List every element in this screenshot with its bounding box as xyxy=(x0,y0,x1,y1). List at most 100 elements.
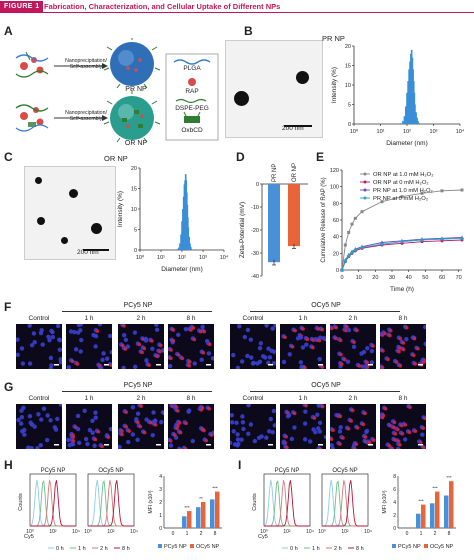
confocal-time-label: 8 h xyxy=(186,315,196,322)
cell-nucleus xyxy=(364,366,369,369)
legend-label: OCy5 NP xyxy=(196,544,220,550)
x-tick-label: 10⁰ xyxy=(260,529,268,535)
y-tick-label: -30 xyxy=(251,251,259,257)
cell-nucleus xyxy=(48,355,54,361)
cell-nucleus xyxy=(298,335,304,340)
cell-nucleus xyxy=(144,417,149,422)
cell-nucleus xyxy=(423,341,426,347)
cy5-signal xyxy=(394,360,399,364)
panel-label-h: H xyxy=(4,458,13,472)
cy5-signal xyxy=(396,427,400,432)
cell-nucleus xyxy=(27,361,33,366)
confocal-cells xyxy=(66,324,112,369)
rap-icon xyxy=(188,78,196,86)
cy5-signal xyxy=(187,360,192,364)
x-axis-label: Cy5 xyxy=(258,534,268,540)
data-point xyxy=(460,236,464,241)
confocal-cells xyxy=(119,324,164,369)
or-np-label: OR NP xyxy=(124,140,148,147)
cell-nucleus xyxy=(22,432,27,437)
cell-nucleus xyxy=(206,351,212,356)
cy5-signal xyxy=(176,409,180,413)
cell-nucleus xyxy=(48,418,53,423)
cell-nucleus xyxy=(98,365,104,369)
tem-image-pr: 200 nm xyxy=(225,40,323,138)
tem-particle xyxy=(296,71,309,84)
confocal-cells xyxy=(330,407,376,449)
histogram-curve xyxy=(30,480,76,527)
cell-nucleus xyxy=(100,357,105,363)
cy5-signal xyxy=(339,362,344,367)
cell-nucleus xyxy=(118,444,122,449)
x-tick-label: 10² xyxy=(49,529,57,535)
legend-rap: RAP xyxy=(185,88,199,95)
cy5-signal xyxy=(318,447,323,449)
flow-panel-h: PCy5 NP 10⁰ 10² 10⁴ OCy5 NP 10⁰ 10² 10⁴ Counts Cy… xyxy=(18,468,222,552)
y-tick-label: 0 xyxy=(348,122,351,128)
cy5-signal xyxy=(191,326,196,330)
cell-nucleus xyxy=(234,420,239,426)
cell-nucleus xyxy=(317,420,323,426)
f-group-ocy5: OCy5 NP xyxy=(311,302,341,309)
cy5-signal xyxy=(293,328,297,333)
legend-oxbcd: OxbCD xyxy=(181,127,203,134)
cell-nucleus xyxy=(231,429,236,434)
y-axis-label: Intensity (%) xyxy=(117,191,124,227)
cell-nucleus xyxy=(68,329,74,334)
data-point xyxy=(346,253,351,258)
cy5-signal xyxy=(381,349,385,353)
cy5-signal xyxy=(200,406,205,410)
x-tick-label: 20 xyxy=(372,275,378,281)
x-tick-label: 70 xyxy=(456,275,462,281)
cell-nucleus xyxy=(20,361,26,366)
cell-nucleus xyxy=(87,427,93,433)
x-axis-label: Diameter (nm) xyxy=(386,140,428,147)
cell-nucleus xyxy=(199,357,204,362)
cy5-signal xyxy=(142,346,147,351)
cy5-signal xyxy=(403,423,408,427)
cy5-signal xyxy=(361,422,366,427)
x-tick-label: 10⁴ xyxy=(456,128,465,135)
confocal-image xyxy=(280,404,326,449)
cy5-signal xyxy=(343,357,347,362)
cy5-signal xyxy=(355,426,360,430)
histogram-bar xyxy=(407,81,409,124)
cy5-signal xyxy=(311,345,315,350)
cy5-signal xyxy=(169,356,173,361)
cy5-signal xyxy=(392,420,397,425)
histogram-title: OCy5 NP xyxy=(332,468,357,474)
cy5-signal xyxy=(95,329,100,333)
cell-nucleus xyxy=(239,359,245,364)
significance-label: *** xyxy=(446,475,452,480)
y-tick-label: 0 xyxy=(134,248,137,254)
cell-nucleus xyxy=(176,332,181,338)
cell-nucleus xyxy=(57,347,62,352)
confocal-time-label: 8 h xyxy=(186,395,196,402)
f-group-line xyxy=(250,311,400,312)
cell-nucleus xyxy=(107,333,112,339)
scale-bar xyxy=(268,444,273,446)
confocal-image xyxy=(118,404,164,449)
panel-label-e: E xyxy=(316,150,325,164)
histogram-bar xyxy=(402,120,404,124)
cell-nucleus xyxy=(364,428,370,434)
mfi-bar xyxy=(201,502,206,528)
histogram-title: PCy5 NP xyxy=(275,468,300,474)
legend-label: PR NP at 1.0 mM H₂O₂ xyxy=(373,188,433,194)
y-tick-label: 10 xyxy=(345,83,351,89)
x-tick-label: 30 xyxy=(389,275,395,281)
cell-nucleus xyxy=(248,337,254,342)
tem-particle xyxy=(91,223,102,234)
histogram-curve xyxy=(264,480,310,527)
cy5-signal xyxy=(363,411,367,416)
cy5-signal xyxy=(159,343,163,348)
cell-nucleus xyxy=(338,425,343,430)
mfi-bar xyxy=(182,516,187,528)
cy5-signal xyxy=(390,446,395,449)
x-tick-label: 2 xyxy=(200,531,203,537)
confocal-time-label: 8 h xyxy=(398,315,408,322)
data-point xyxy=(340,268,344,272)
cell-nucleus xyxy=(154,324,159,327)
confocal-image xyxy=(330,404,376,449)
confocal-cells xyxy=(66,408,112,449)
